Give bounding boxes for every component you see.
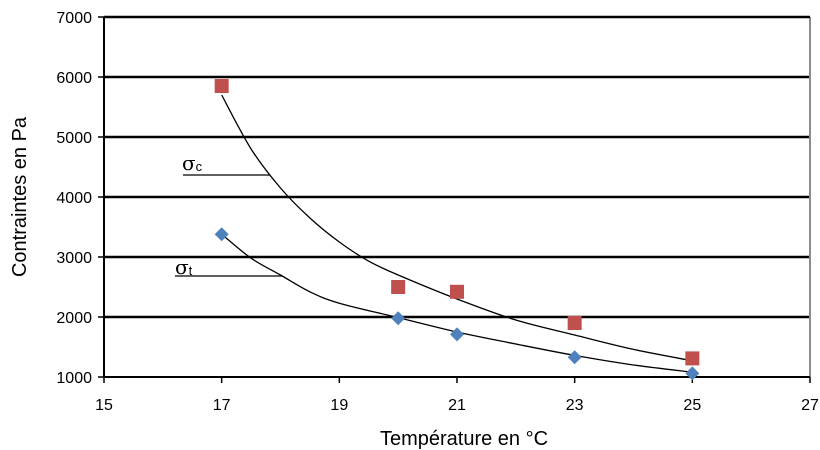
data-point-diamond: [685, 366, 700, 381]
y-tick-label: 3000: [56, 250, 92, 267]
data-point-diamond: [391, 311, 406, 326]
y-tick-label: 2000: [56, 310, 92, 327]
data-point-diamond: [450, 327, 464, 342]
data-point-square: [391, 280, 406, 294]
annotation-sigma: σ: [175, 255, 189, 279]
y-tick-label: 6000: [56, 70, 92, 87]
trend-curve-sigma-c: [221, 94, 693, 362]
y-tick-label: 7000: [56, 10, 92, 27]
annotation-subscript: t: [189, 263, 193, 278]
data-point-square: [450, 284, 464, 299]
annotation-sigma: σ: [182, 151, 196, 175]
data-point-square: [567, 316, 582, 330]
x-tick-label: 25: [683, 397, 701, 414]
data-point-square: [214, 79, 229, 93]
annotation-label: σt: [175, 255, 193, 279]
x-tick-label: 23: [566, 397, 584, 414]
data-point-diamond: [567, 350, 582, 365]
x-tick-label: 27: [801, 397, 819, 414]
x-tick-label: 19: [330, 397, 348, 414]
data-point-diamond: [214, 227, 229, 242]
y-axis-label: Contraintes en Pa: [9, 116, 31, 277]
axes: [98, 16, 811, 383]
trend-curve-sigma-t: [221, 233, 693, 373]
y-tick-label: 5000: [56, 130, 92, 147]
x-tick-label: 15: [95, 397, 113, 414]
tick-labels: 1000 2000 3000 4000 5000 6000 7000 15 17 19 21 23 25…: [56, 10, 819, 414]
data-point-square: [685, 351, 700, 366]
x-axis-label: Température en °C: [380, 428, 548, 450]
x-tick-label: 17: [213, 397, 231, 414]
x-tick-label: 21: [448, 397, 466, 414]
y-tick-label: 1000: [56, 370, 92, 387]
grid-lines: [104, 15, 810, 319]
annotation-subscript: c: [196, 159, 203, 174]
annotation-label: σc: [182, 151, 203, 175]
y-tick-label: 4000: [56, 190, 92, 207]
data-points: [214, 79, 700, 381]
